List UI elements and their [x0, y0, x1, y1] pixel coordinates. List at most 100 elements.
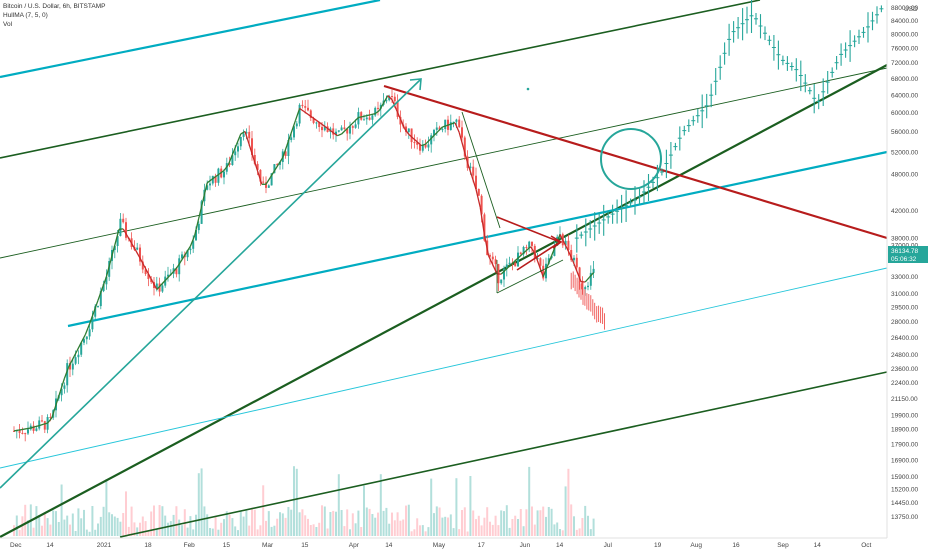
volume-bar	[534, 525, 536, 536]
volume-bar	[377, 513, 379, 536]
volume-bar	[212, 529, 214, 536]
price-tick-label: 84000.00	[891, 18, 918, 25]
candle-body	[581, 283, 583, 290]
volume-bar	[307, 519, 309, 536]
volume-bar	[360, 527, 362, 536]
volume-bar	[553, 524, 555, 536]
candle-body	[352, 126, 354, 128]
candle-body	[366, 118, 368, 120]
volume-bar	[229, 515, 231, 536]
volume-bar	[388, 524, 390, 536]
volume-bar	[201, 468, 203, 536]
volume-bar	[371, 514, 373, 536]
candle-body	[411, 129, 413, 143]
volume-bar	[100, 517, 102, 536]
volume-bar	[402, 520, 404, 537]
volume-bar	[458, 529, 460, 536]
volume-bar	[472, 511, 474, 537]
price-tick-label: 14450.00	[891, 500, 918, 507]
volume-bar	[503, 511, 505, 536]
candle-body	[478, 189, 480, 196]
volume-bar	[61, 485, 63, 537]
candle-body	[377, 108, 379, 109]
price-tick-label: 48000.00	[891, 171, 918, 178]
volume-bar	[318, 523, 320, 536]
volume-bar	[276, 519, 278, 536]
hull-ma-segment	[22, 429, 26, 430]
volume-bar	[380, 474, 382, 536]
volume-bar	[226, 511, 228, 536]
volume-bar	[83, 510, 85, 536]
volume-bar	[145, 521, 147, 536]
candle-body	[97, 306, 99, 307]
price-tick-label: 23600.00	[891, 366, 918, 373]
volume-bar	[296, 469, 298, 536]
volume-bar	[142, 517, 144, 537]
time-tick-label: Sep	[777, 542, 789, 549]
volume-bar	[444, 517, 446, 536]
volume-bar	[385, 508, 387, 536]
current-price-tag: 36134.78 05:06:32	[888, 246, 928, 263]
candle-body	[525, 247, 527, 248]
volume-bar	[433, 513, 435, 536]
candle-body	[492, 257, 494, 260]
volume-bar	[44, 513, 46, 536]
volume-bar	[209, 528, 211, 536]
candle-body	[27, 429, 29, 433]
candle-body	[299, 105, 301, 124]
time-tick-label: 14	[385, 542, 393, 549]
time-tick-label: Dec	[10, 542, 22, 549]
volume-bar	[245, 511, 247, 536]
volume-bar	[576, 530, 578, 536]
volume-bar	[335, 512, 337, 536]
volume-bar	[405, 506, 407, 536]
volume-bar	[139, 523, 141, 536]
time-tick-label: Oct	[861, 542, 871, 549]
volume-bar	[254, 510, 256, 536]
volume-bar	[570, 504, 572, 536]
volume-bar	[425, 531, 427, 536]
volume-bar	[430, 479, 432, 536]
time-tick-label: Jul	[604, 542, 613, 549]
volume-bar	[584, 506, 586, 536]
volume-bar	[413, 529, 415, 536]
volume-bar	[394, 520, 396, 536]
time-tick-label: 18	[144, 542, 152, 549]
volume-bar	[313, 524, 315, 536]
candle-body	[301, 105, 303, 106]
current-price-label: 36134.78	[891, 248, 918, 255]
price-tick-label: 15900.00	[891, 474, 918, 481]
volume-label[interactable]: Vol	[3, 20, 105, 29]
volume-bar	[321, 505, 323, 536]
volume-bar	[475, 519, 477, 536]
price-tick-label: 38000.00	[891, 235, 918, 242]
time-tick-label: Aug	[690, 542, 702, 549]
candle-body	[290, 137, 292, 140]
volume-bar	[175, 506, 177, 536]
price-tick-label: 21150.00	[891, 396, 918, 403]
volume-bar	[427, 527, 429, 536]
volume-bar	[514, 516, 516, 536]
candle-body	[315, 123, 317, 124]
volume-bar	[108, 512, 110, 536]
volume-bar	[237, 530, 239, 536]
volume-bar	[77, 508, 79, 536]
hull-ma-segment	[358, 117, 362, 118]
price-tick-label: 24800.00	[891, 352, 918, 359]
time-tick-label: 14	[46, 542, 54, 549]
volume-bar	[573, 516, 575, 536]
candle-body	[77, 355, 79, 358]
volume-bar	[257, 529, 259, 536]
volume-bar	[285, 518, 287, 536]
indicator-label[interactable]: HullMA (7, 5, 0)	[3, 11, 105, 20]
volume-bar	[75, 531, 77, 536]
hull-ma-segment	[27, 428, 31, 429]
candle-body	[461, 127, 463, 137]
volume-bar	[195, 515, 197, 536]
candle-body	[38, 420, 40, 428]
volume-bar	[49, 525, 51, 536]
volume-bar	[131, 507, 133, 536]
symbol-title[interactable]: Bitcoin / U.S. Dollar, 6h, BITSTAMP	[3, 2, 105, 11]
